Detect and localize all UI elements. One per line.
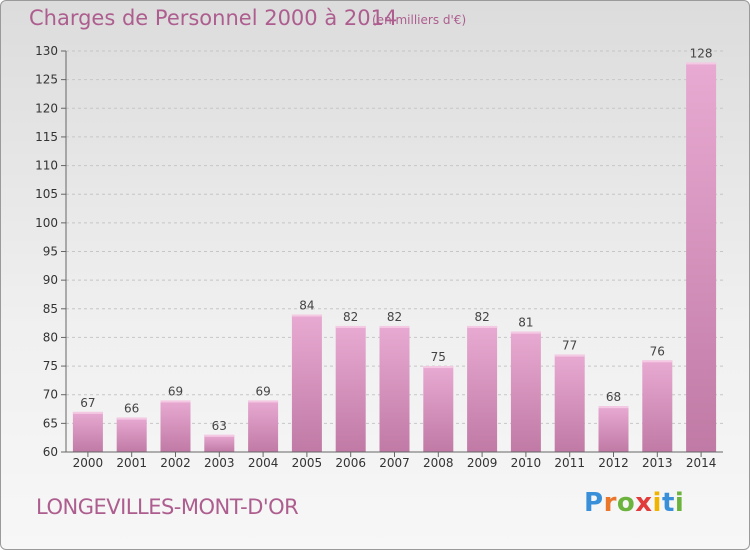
data-label: 77 (562, 339, 577, 353)
bar-highlight (554, 354, 585, 357)
proxiti-logo[interactable]: Proxiti (584, 488, 685, 518)
y-tick-label: 60 (43, 445, 58, 459)
y-tick-label: 100 (35, 216, 58, 230)
bar (116, 417, 147, 452)
bar (72, 411, 103, 452)
y-tick-label: 95 (43, 245, 58, 259)
x-tick-label: 2004 (248, 456, 279, 470)
chart-title: Charges de Personnel 2000 à 2014 (29, 6, 398, 30)
bar-highlight (204, 434, 235, 437)
bar (335, 325, 366, 452)
bar (204, 434, 235, 452)
y-tick-label: 110 (35, 159, 58, 173)
x-tick-label: 2000 (73, 456, 104, 470)
axes: 60 65 70 75 80 85 90 95 100 105 110 115 120 125 130 200… (35, 44, 723, 470)
y-tick-label: 75 (43, 359, 58, 373)
x-tick-label: 2013 (642, 456, 673, 470)
bar-highlight (642, 360, 673, 363)
y-tick-label: 85 (43, 302, 58, 316)
bar-highlight (291, 314, 322, 317)
y-tick-label: 70 (43, 388, 58, 402)
data-label: 63 (212, 419, 227, 433)
y-tick-label: 130 (35, 44, 58, 58)
data-label: 75 (431, 350, 446, 364)
data-label: 66 (124, 402, 139, 416)
x-tick-label: 2014 (686, 456, 717, 470)
y-tick-label: 105 (35, 187, 58, 201)
x-tick-label: 2012 (598, 456, 629, 470)
data-label: 82 (474, 310, 489, 324)
bar-highlight (160, 400, 191, 403)
bar (554, 354, 585, 452)
bar-highlight (248, 400, 279, 403)
data-label: 84 (299, 299, 314, 313)
bar (423, 366, 454, 452)
data-label: 68 (606, 390, 621, 404)
bar-highlight (72, 411, 103, 414)
bar-highlight (467, 325, 498, 328)
bars: 67 66 69 63 69 84 82 82 75 82 81 77 68 76 128 (72, 46, 717, 452)
x-tick-label: 2011 (554, 456, 585, 470)
y-tick-label: 120 (35, 101, 58, 115)
x-tick-label: 2003 (204, 456, 235, 470)
chart-unit: (en milliers d'€) (372, 13, 467, 27)
data-label: 128 (690, 46, 713, 60)
x-tick-label: 2001 (116, 456, 147, 470)
data-label: 76 (650, 344, 665, 358)
y-tick-label: 125 (35, 73, 58, 87)
y-tick-label: 90 (43, 273, 58, 287)
bar (686, 62, 717, 452)
bar (379, 325, 410, 452)
y-tick-label: 80 (43, 330, 58, 344)
bar-highlight (423, 366, 454, 369)
bar-highlight (686, 62, 717, 65)
bar (291, 314, 322, 452)
x-tick-label: 2002 (160, 456, 191, 470)
x-tick-label: 2009 (467, 456, 498, 470)
y-tick-label: 65 (43, 416, 58, 430)
data-label: 69 (255, 384, 270, 398)
bar-highlight (116, 417, 147, 420)
bar (642, 360, 673, 452)
bar-highlight (510, 331, 541, 334)
bar-highlight (335, 325, 366, 328)
x-tick-label: 2006 (335, 456, 366, 470)
bar (160, 400, 191, 452)
x-tick-label: 2005 (292, 456, 323, 470)
commune-name: LONGEVILLES-MONT-D'OR (36, 495, 299, 519)
data-label: 82 (387, 310, 402, 324)
bar (248, 400, 279, 452)
bar-highlight (598, 406, 629, 409)
data-label: 82 (343, 310, 358, 324)
x-tick-label: 2010 (511, 456, 542, 470)
x-tick-label: 2007 (379, 456, 410, 470)
data-label: 81 (518, 316, 533, 330)
bar (598, 406, 629, 452)
bar-highlight (379, 325, 410, 328)
data-label: 69 (168, 384, 183, 398)
bar (510, 331, 541, 452)
x-tick-label: 2008 (423, 456, 454, 470)
data-label: 67 (80, 396, 95, 410)
bar (467, 325, 498, 452)
y-tick-label: 115 (35, 130, 58, 144)
